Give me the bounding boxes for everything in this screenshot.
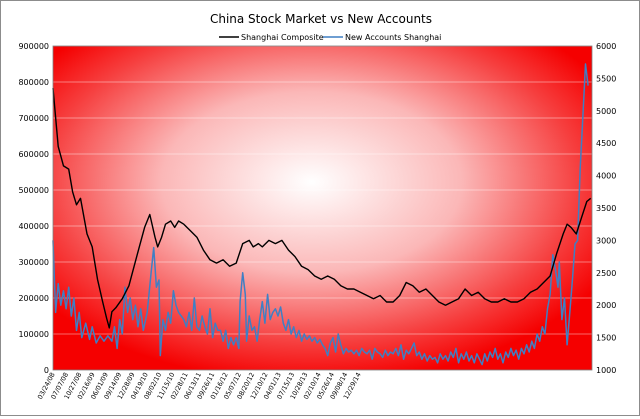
y-right-tick-label: 3500 bbox=[596, 204, 616, 213]
y-left-tick-label: 300000 bbox=[18, 258, 49, 267]
y-right-tick-label: 6000 bbox=[596, 42, 616, 51]
y-right-tick-label: 1500 bbox=[596, 334, 616, 343]
y-right-tick-label: 2500 bbox=[596, 269, 616, 278]
y-left-tick-label: 200000 bbox=[18, 294, 49, 303]
plot-area bbox=[53, 46, 592, 370]
y-left-tick-label: 100000 bbox=[18, 330, 49, 339]
y-left-tick-label: 400000 bbox=[18, 222, 49, 231]
legend: Shanghai Composite New Accounts Shanghai bbox=[219, 33, 441, 42]
y-right-tick-label: 2000 bbox=[596, 301, 616, 310]
y-left-tick-label: 600000 bbox=[18, 150, 49, 159]
y-right-tick-label: 4000 bbox=[596, 172, 616, 181]
y-left-tick-label: 800000 bbox=[18, 78, 49, 87]
series-line-new-accounts-shanghai bbox=[52, 63, 589, 366]
y-right-tick-label: 4500 bbox=[596, 139, 616, 148]
series-line-shanghai-composite bbox=[52, 88, 592, 329]
y-left-tick-label: 0 bbox=[44, 366, 49, 375]
y-left-tick-label: 700000 bbox=[18, 114, 49, 123]
plot-border bbox=[52, 45, 593, 371]
legend-label-shanghai-composite: Shanghai Composite bbox=[241, 33, 324, 42]
y-right-tick-label: 5000 bbox=[596, 107, 616, 116]
y-right-tick-label: 3000 bbox=[596, 236, 616, 245]
y-right-tick-label: 1000 bbox=[596, 366, 616, 375]
y-left-tick-label: 500000 bbox=[18, 186, 49, 195]
y-right-tick-label: 5500 bbox=[596, 74, 616, 83]
chart-title: China Stock Market vs New Accounts bbox=[210, 12, 432, 26]
y-left-tick-label: 900000 bbox=[18, 42, 49, 51]
legend-label-new-accounts: New Accounts Shanghai bbox=[345, 33, 441, 42]
